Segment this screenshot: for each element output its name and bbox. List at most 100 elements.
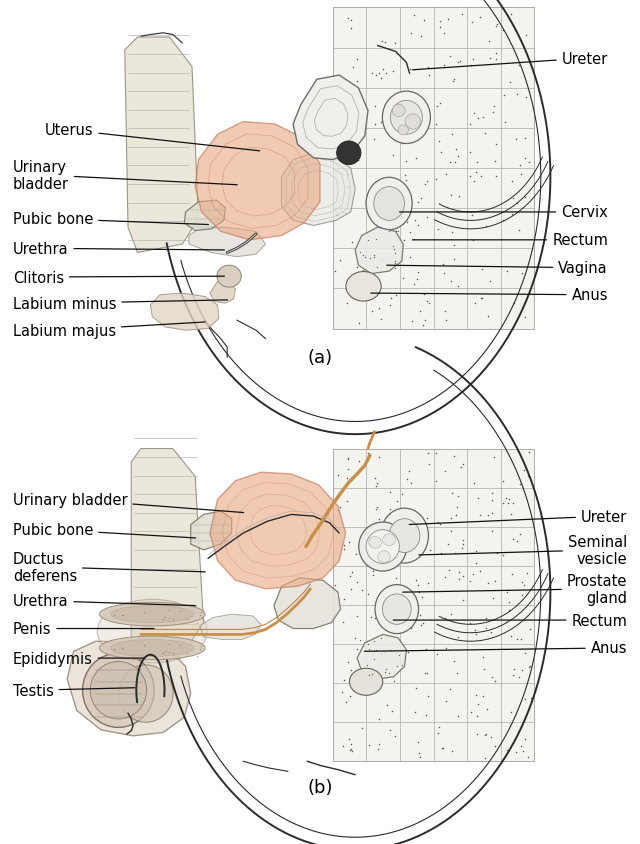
Point (360, 251, 371, 264)
Ellipse shape (111, 640, 194, 657)
Point (373, 743, 383, 756)
Point (422, 511, 432, 525)
Point (168, 647, 178, 660)
Point (488, 592, 499, 605)
Point (106, 634, 116, 647)
Point (390, 255, 400, 268)
Point (435, 97, 445, 111)
Point (385, 292, 396, 306)
Point (383, 214, 393, 227)
Text: Pubic bone: Pubic bone (13, 212, 209, 227)
Point (468, 477, 479, 490)
Point (403, 543, 413, 556)
Point (526, 695, 536, 708)
Point (518, 463, 529, 477)
Point (465, 146, 475, 160)
Text: Anus: Anus (364, 641, 627, 656)
Point (512, 633, 522, 647)
Point (366, 610, 376, 624)
Point (388, 241, 398, 254)
Point (466, 705, 476, 718)
Point (353, 154, 364, 167)
Point (431, 447, 441, 461)
Point (397, 137, 407, 150)
Point (401, 155, 411, 169)
Point (363, 588, 373, 602)
Point (106, 600, 116, 614)
Point (385, 486, 395, 500)
Ellipse shape (83, 653, 154, 728)
Point (405, 252, 415, 265)
Text: Prostate
gland: Prostate gland (403, 573, 627, 605)
Point (440, 612, 450, 625)
Ellipse shape (383, 92, 431, 144)
Point (371, 644, 381, 657)
Point (346, 22, 356, 35)
Point (369, 652, 380, 666)
Point (500, 116, 511, 130)
Point (371, 479, 381, 493)
Point (514, 224, 524, 237)
Point (522, 566, 532, 580)
Point (389, 262, 399, 275)
Point (344, 452, 354, 465)
Point (371, 182, 381, 196)
Point (508, 297, 518, 311)
Point (392, 225, 403, 238)
Point (511, 133, 521, 146)
Point (481, 612, 492, 625)
Point (330, 578, 340, 592)
Point (499, 89, 509, 103)
Point (422, 667, 432, 680)
Point (195, 609, 205, 622)
Point (467, 16, 477, 30)
Point (431, 118, 441, 132)
Point (367, 684, 377, 698)
Point (486, 625, 496, 639)
Ellipse shape (378, 551, 390, 563)
Point (196, 606, 206, 619)
Point (401, 111, 411, 124)
Point (449, 239, 459, 252)
Point (347, 98, 357, 111)
Point (366, 556, 376, 570)
Point (431, 172, 442, 186)
Point (512, 89, 522, 102)
Point (520, 192, 530, 205)
Polygon shape (67, 641, 191, 736)
Point (433, 515, 444, 528)
Point (444, 563, 454, 576)
Point (506, 705, 516, 718)
Point (440, 305, 450, 318)
Point (397, 273, 408, 286)
Point (451, 143, 461, 157)
Point (140, 605, 150, 619)
Point (471, 628, 481, 641)
Point (523, 750, 533, 764)
Point (445, 608, 456, 621)
Point (498, 497, 508, 511)
Point (490, 574, 500, 587)
Point (372, 501, 382, 515)
Point (164, 646, 175, 659)
Point (465, 616, 476, 630)
Point (394, 649, 404, 663)
Point (458, 570, 468, 583)
Point (470, 296, 481, 310)
Ellipse shape (389, 519, 420, 553)
Point (344, 733, 354, 746)
Point (483, 576, 493, 590)
Point (348, 236, 358, 250)
Point (449, 655, 460, 668)
Point (411, 681, 421, 695)
Point (449, 450, 460, 463)
Point (454, 565, 464, 579)
Point (378, 608, 388, 621)
Point (348, 471, 358, 484)
Point (157, 647, 168, 660)
Point (415, 609, 426, 622)
Point (414, 585, 424, 598)
Text: Ureter: Ureter (412, 51, 608, 71)
Point (511, 745, 522, 759)
Point (387, 92, 397, 106)
